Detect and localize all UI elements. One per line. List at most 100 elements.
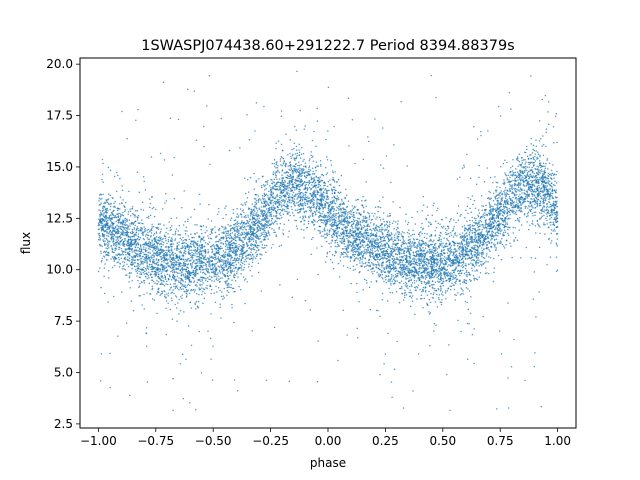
data-point <box>178 248 180 250</box>
data-point <box>386 250 389 253</box>
data-point <box>324 261 327 263</box>
data-point <box>389 212 391 215</box>
data-point <box>488 248 490 251</box>
data-point <box>277 189 279 191</box>
data-point <box>222 269 224 272</box>
data-point <box>527 205 530 207</box>
data-point <box>531 152 534 154</box>
data-point <box>499 195 501 197</box>
data-point <box>225 235 227 238</box>
data-point <box>530 179 532 182</box>
data-point <box>346 251 349 253</box>
data-point <box>361 221 364 223</box>
data-point <box>178 251 181 253</box>
data-point <box>360 253 362 256</box>
data-point <box>413 244 415 247</box>
data-point <box>273 181 276 184</box>
data-point <box>316 107 319 110</box>
data-point <box>221 264 224 267</box>
data-point <box>234 257 236 259</box>
data-point <box>280 197 282 199</box>
data-point <box>486 241 488 243</box>
data-point <box>215 278 218 281</box>
data-point <box>435 246 437 248</box>
data-point <box>412 251 415 253</box>
data-point <box>519 169 521 172</box>
data-point <box>146 381 149 383</box>
data-point <box>125 229 127 231</box>
data-point <box>544 233 546 235</box>
data-point <box>303 219 305 222</box>
data-point <box>237 261 240 264</box>
data-point <box>137 242 139 245</box>
data-point <box>311 173 314 175</box>
data-point <box>364 225 366 228</box>
data-point <box>386 264 388 267</box>
data-point <box>362 206 365 209</box>
data-point <box>330 159 332 162</box>
data-point <box>335 213 338 215</box>
data-point <box>461 257 464 260</box>
data-point <box>387 275 390 277</box>
data-point <box>477 215 480 218</box>
data-point <box>111 247 113 249</box>
data-point <box>244 227 246 229</box>
data-point <box>508 193 510 196</box>
data-point <box>170 297 173 299</box>
data-point <box>399 206 401 209</box>
data-point <box>177 263 179 266</box>
data-point <box>105 250 108 252</box>
data-point <box>461 225 464 228</box>
data-point <box>380 230 382 233</box>
data-point <box>394 246 396 249</box>
data-point <box>219 239 222 241</box>
data-point <box>303 165 305 168</box>
data-point <box>306 188 309 190</box>
data-point <box>107 166 110 169</box>
data-point <box>107 228 109 231</box>
data-point <box>490 205 492 207</box>
data-point <box>529 205 531 208</box>
data-point <box>337 197 340 199</box>
data-point <box>405 257 408 259</box>
data-point <box>479 228 481 231</box>
data-point <box>376 216 378 218</box>
data-point <box>405 274 408 277</box>
data-point <box>445 257 447 259</box>
data-point <box>115 171 118 174</box>
data-point <box>448 220 451 223</box>
data-point <box>341 248 344 250</box>
data-point <box>224 253 227 256</box>
data-point <box>144 230 147 232</box>
data-point <box>514 213 516 215</box>
data-point <box>199 241 202 243</box>
data-point <box>439 235 442 237</box>
data-point <box>528 228 530 231</box>
data-point <box>538 191 540 193</box>
data-point <box>536 151 539 154</box>
data-point <box>449 285 451 287</box>
data-point <box>271 228 273 230</box>
data-point <box>135 254 138 257</box>
data-point <box>142 232 145 234</box>
data-point <box>401 287 403 289</box>
data-point <box>136 265 138 267</box>
data-point <box>544 165 546 167</box>
data-point <box>145 345 148 347</box>
data-point <box>492 215 494 217</box>
data-point <box>235 216 238 218</box>
data-point <box>408 285 411 288</box>
data-point <box>286 182 289 185</box>
data-point <box>365 252 367 255</box>
data-point <box>374 250 376 252</box>
data-point <box>211 244 213 247</box>
data-point <box>267 230 269 232</box>
data-point <box>554 230 556 232</box>
data-point <box>481 228 484 231</box>
data-point <box>462 293 464 295</box>
data-point <box>327 209 330 211</box>
data-point <box>524 177 526 180</box>
data-point <box>243 260 245 263</box>
data-point <box>108 243 110 245</box>
data-point <box>206 280 209 283</box>
